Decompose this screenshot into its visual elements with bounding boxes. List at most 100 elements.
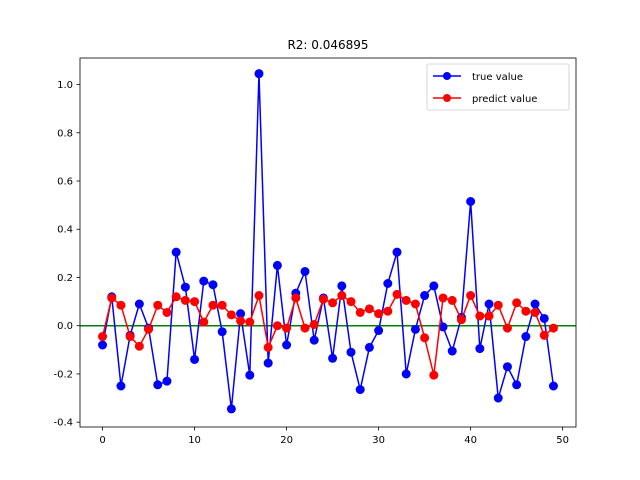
x-tick-label: 20: [280, 435, 293, 446]
y-tick-label: 0.2: [57, 273, 73, 284]
y-tick-label: 0.0: [57, 321, 73, 332]
data-point-true-value: [447, 346, 457, 356]
x-tick-label: 50: [556, 435, 569, 446]
data-point-predict-value: [512, 298, 522, 308]
data-point-true-value: [217, 327, 227, 337]
data-point-true-value: [300, 266, 310, 276]
data-point-predict-value: [291, 293, 301, 303]
data-point-true-value: [521, 332, 531, 342]
data-point-predict-value: [318, 294, 328, 304]
data-point-true-value: [539, 313, 549, 323]
data-point-true-value: [254, 69, 264, 79]
data-point-true-value: [346, 347, 356, 357]
axes-frame: [79, 57, 577, 428]
data-point-true-value: [383, 279, 393, 288]
data-point-true-value: [98, 340, 108, 350]
x-tick-label: 10: [188, 435, 201, 446]
data-point-true-value: [475, 344, 485, 354]
data-point-true-value: [116, 381, 126, 391]
data-point-predict-value: [208, 300, 218, 310]
data-point-predict-value: [355, 307, 365, 317]
data-point-predict-value: [263, 342, 273, 352]
data-point-predict-value: [346, 297, 356, 307]
data-point-predict-value: [254, 291, 264, 301]
data-point-true-value: [548, 381, 558, 391]
data-point-predict-value: [456, 315, 466, 325]
data-point-predict-value: [374, 309, 384, 319]
data-point-true-value: [530, 299, 540, 309]
data-point-true-value: [153, 380, 163, 390]
x-tick-label: 40: [464, 435, 477, 446]
data-point-true-value: [180, 282, 190, 292]
plot-area: 0 10 20 30 40 50 -0.4 -0.2 0.0 0.2 0.4 0.6 0.8 1.0: [53, 57, 577, 446]
data-point-predict-value: [383, 306, 393, 316]
data-point-predict-value: [199, 317, 209, 327]
x-tick-label: 0: [99, 435, 105, 446]
data-point-predict-value: [144, 324, 154, 334]
data-point-true-value: [263, 358, 273, 368]
data-point-predict-value: [236, 316, 246, 326]
y-tick-label: 1.0: [57, 80, 73, 91]
data-point-predict-value: [493, 300, 503, 310]
data-point-true-value: [272, 260, 282, 270]
data-point-predict-value: [282, 323, 292, 333]
data-point-predict-value: [116, 300, 126, 310]
data-point-true-value: [337, 281, 347, 291]
data-point-predict-value: [429, 370, 439, 380]
data-point-true-value: [502, 362, 512, 372]
data-point-predict-value: [98, 332, 108, 342]
data-point-true-value: [245, 370, 255, 380]
data-point-true-value: [134, 299, 144, 309]
data-point-true-value: [226, 404, 236, 414]
legend-marker-true-value: [443, 72, 451, 80]
data-point-predict-value: [107, 293, 117, 303]
data-point-true-value: [355, 385, 365, 395]
data-point-true-value: [282, 340, 292, 350]
data-point-predict-value: [410, 299, 420, 309]
data-point-predict-value: [125, 332, 135, 342]
data-point-predict-value: [217, 300, 227, 310]
legend-marker-predict-value: [443, 94, 451, 102]
data-point-predict-value: [153, 300, 163, 310]
data-point-predict-value: [364, 304, 374, 314]
data-point-predict-value: [484, 311, 494, 321]
data-point-predict-value: [134, 341, 144, 351]
data-point-predict-value: [162, 307, 172, 317]
series-line-true-value: [101, 72, 555, 410]
data-point-true-value: [328, 353, 338, 363]
legend-label-true-value: true value: [472, 72, 523, 83]
data-point-predict-value: [401, 295, 411, 305]
chart-title: R2: 0.046895: [287, 38, 368, 52]
data-point-predict-value: [539, 330, 549, 340]
y-tick-label: 0.6: [57, 177, 73, 188]
data-point-predict-value: [300, 323, 310, 333]
data-point-true-value: [374, 326, 384, 336]
data-point-true-value: [364, 342, 374, 352]
data-point-predict-value: [272, 321, 282, 331]
data-point-true-value: [190, 354, 200, 364]
data-point-true-value: [309, 335, 319, 345]
legend-label-predict-value: predict value: [472, 94, 537, 105]
data-point-predict-value: [447, 295, 457, 305]
data-point-true-value: [484, 299, 494, 309]
data-point-predict-value: [337, 291, 347, 301]
data-point-predict-value: [420, 333, 430, 343]
data-point-predict-value: [245, 317, 255, 327]
data-point-predict-value: [466, 291, 476, 301]
data-point-predict-value: [548, 323, 558, 333]
data-point-true-value: [171, 247, 181, 257]
data-point-true-value: [466, 197, 476, 206]
data-point-predict-value: [180, 295, 190, 305]
data-point-predict-value: [530, 307, 540, 317]
data-point-predict-value: [475, 311, 485, 321]
data-point-predict-value: [521, 306, 531, 316]
x-tick-label: 30: [372, 435, 385, 446]
data-point-predict-value: [502, 323, 512, 333]
data-point-predict-value: [171, 292, 181, 302]
data-point-predict-value: [438, 293, 448, 303]
data-point-true-value: [410, 324, 420, 334]
legend: true value predict value: [426, 63, 570, 111]
data-point-true-value: [199, 276, 209, 286]
data-point-true-value: [208, 280, 218, 290]
data-point-predict-value: [392, 289, 402, 299]
